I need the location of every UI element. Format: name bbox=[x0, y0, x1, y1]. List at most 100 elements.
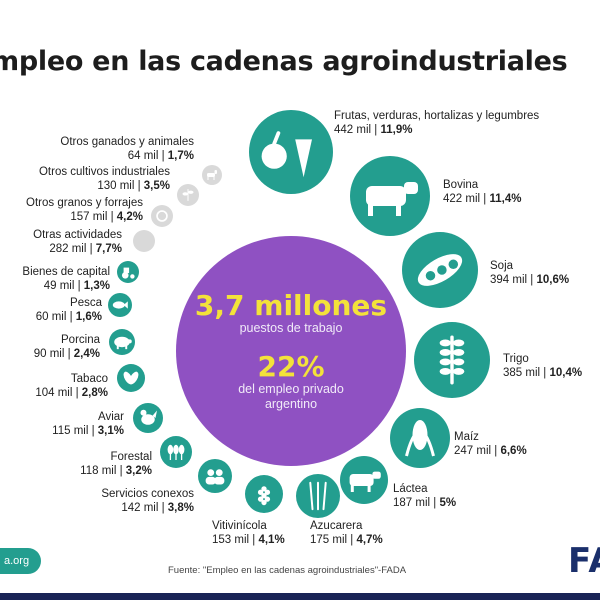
bubble-trigo bbox=[414, 322, 490, 398]
cow-icon-part bbox=[404, 182, 418, 194]
percent-text: 1,6% bbox=[75, 311, 102, 323]
fish-icon-part bbox=[112, 301, 125, 309]
wheat-icon-part bbox=[439, 339, 452, 347]
bubble-pesca bbox=[108, 293, 132, 317]
bubble-maiz bbox=[390, 408, 450, 468]
percent-text: 11,9% bbox=[380, 124, 413, 136]
label-tabaco: Tabaco 104 mil | 2,8% bbox=[35, 372, 108, 400]
percent-text: 3,8% bbox=[167, 502, 194, 514]
grapes-icon-part bbox=[261, 499, 267, 506]
label-name: Frutas, verduras, hortalizas y legumbres bbox=[334, 110, 540, 122]
soybean-icon-part bbox=[448, 259, 459, 270]
goat-icon bbox=[207, 170, 217, 180]
grain-icon bbox=[156, 210, 168, 222]
sugarcane-icon-part bbox=[309, 481, 314, 511]
percent-text: 5% bbox=[439, 497, 457, 509]
label-value: 118 mil | 3,2% bbox=[80, 465, 152, 477]
label-value: 142 mil | 3,8% bbox=[121, 502, 194, 514]
trees-icon-part bbox=[175, 453, 177, 460]
grapes-icon-part bbox=[257, 489, 264, 495]
fish-icon bbox=[112, 301, 128, 309]
corn-icon bbox=[405, 420, 435, 457]
value-text: 442 mil bbox=[334, 124, 372, 136]
label-name: Otros ganados y animales bbox=[60, 136, 194, 148]
share-label-line1: del empleo privado bbox=[238, 381, 344, 396]
bubble-otros-cultivos-industriales bbox=[177, 184, 199, 206]
pig-icon-part bbox=[125, 345, 128, 350]
label-value: 49 mil | 1,3% bbox=[43, 280, 110, 292]
label-value: 153 mil | 4,1% bbox=[212, 534, 285, 546]
value-text: 130 mil bbox=[97, 180, 135, 192]
crop-icon bbox=[182, 189, 194, 201]
wheat-icon-part bbox=[439, 358, 452, 366]
goat-icon-part bbox=[207, 176, 209, 180]
label-name: Forestal bbox=[110, 451, 152, 463]
website-link[interactable]: a.org bbox=[0, 548, 42, 574]
wheat-icon-part bbox=[452, 358, 465, 366]
bubble-soja bbox=[402, 232, 478, 308]
sugarcane-icon-part bbox=[322, 481, 327, 511]
bubble-otros-granos-y-forrajes bbox=[151, 205, 173, 227]
label-otros-cultivos-industriales: Otros cultivos industriales 130 mil | 3,5… bbox=[39, 165, 170, 193]
bubble-bovina bbox=[350, 156, 430, 236]
percent-text: 3,2% bbox=[125, 465, 152, 477]
percent-text: 3,5% bbox=[143, 180, 170, 192]
label-value: 394 mil | 10,6% bbox=[490, 274, 570, 286]
wheat-icon bbox=[439, 335, 465, 385]
bubble-porcina bbox=[109, 329, 135, 355]
value-text: 142 mil bbox=[121, 502, 159, 514]
pig-icon bbox=[114, 336, 132, 350]
tractor-icon-part bbox=[123, 267, 130, 274]
pig-icon-part bbox=[114, 336, 130, 348]
cow-icon-part bbox=[368, 204, 373, 216]
chicken-icon-part bbox=[140, 409, 147, 416]
grapes-icon-part bbox=[261, 493, 267, 499]
label-name: Tabaco bbox=[70, 373, 108, 385]
total-label: puestos de trabajo bbox=[239, 320, 343, 335]
fruit-vegetables-icon-part bbox=[261, 143, 287, 169]
label-value: 385 mil | 10,4% bbox=[503, 367, 583, 379]
goat-icon-part bbox=[207, 173, 215, 177]
dairy-cow-icon-part bbox=[349, 474, 374, 486]
percent-text: 10,6% bbox=[536, 274, 570, 286]
label-value: 157 mil | 4,2% bbox=[70, 211, 143, 223]
fruit-vegetables-icon bbox=[261, 131, 312, 178]
percent-text: 11,4% bbox=[489, 193, 522, 205]
label-vitivinicola: Vitivinícola 153 mil | 4,1% bbox=[212, 519, 285, 547]
label-value: 187 mil | 5% bbox=[393, 497, 457, 509]
dairy-cow-icon-part bbox=[350, 484, 354, 492]
label-value: 64 mil | 1,7% bbox=[127, 150, 194, 162]
label-name: Servicios conexos bbox=[101, 488, 194, 500]
cow-icon bbox=[366, 182, 418, 216]
people-icon bbox=[205, 469, 225, 485]
grapes-icon bbox=[257, 486, 271, 506]
label-value: 442 mil | 11,9% bbox=[334, 124, 413, 136]
value-text: 187 mil bbox=[393, 497, 431, 509]
label-frutas-verduras-hortalizas-y-legumbres: Frutas, verduras, hortalizas y legumbres… bbox=[334, 109, 539, 137]
label-forestal: Forestal 118 mil | 3,2% bbox=[80, 450, 152, 478]
soybean-icon bbox=[417, 254, 463, 286]
label-value: 422 mil | 11,4% bbox=[443, 193, 522, 205]
percent-text: 4,7% bbox=[356, 534, 383, 546]
label-name: Láctea bbox=[393, 483, 428, 495]
label-azucarera: Azucarera 175 mil | 4,7% bbox=[310, 519, 383, 547]
sugarcane-icon bbox=[309, 481, 327, 511]
bubble-vitivinicola bbox=[245, 475, 283, 513]
value-text: 60 mil bbox=[35, 311, 67, 323]
tractor-icon-part bbox=[130, 274, 135, 279]
label-name: Otros granos y forrajes bbox=[26, 197, 143, 209]
soybean-icon-part bbox=[425, 270, 436, 281]
fruit-vegetables-icon-part bbox=[272, 131, 281, 146]
chart-title: mpleo en las cadenas agroindustriales bbox=[0, 46, 568, 77]
label-name: Soja bbox=[490, 260, 514, 272]
people-icon-part bbox=[214, 476, 225, 485]
wheat-icon-part bbox=[452, 348, 465, 356]
value-text: 422 mil bbox=[443, 193, 481, 205]
label-maiz: Maíz 247 mil | 6,6% bbox=[454, 430, 527, 458]
center-bubble: 3,7 millones puestos de trabajo 22% del … bbox=[176, 236, 406, 466]
label-lactea: Láctea 187 mil | 5% bbox=[393, 482, 456, 510]
bubble-circle-otros-granos-y-forrajes bbox=[151, 205, 173, 227]
chicken-icon-part bbox=[141, 414, 155, 425]
label-value: 130 mil | 3,5% bbox=[97, 180, 170, 192]
wheat-icon-part bbox=[452, 367, 465, 375]
